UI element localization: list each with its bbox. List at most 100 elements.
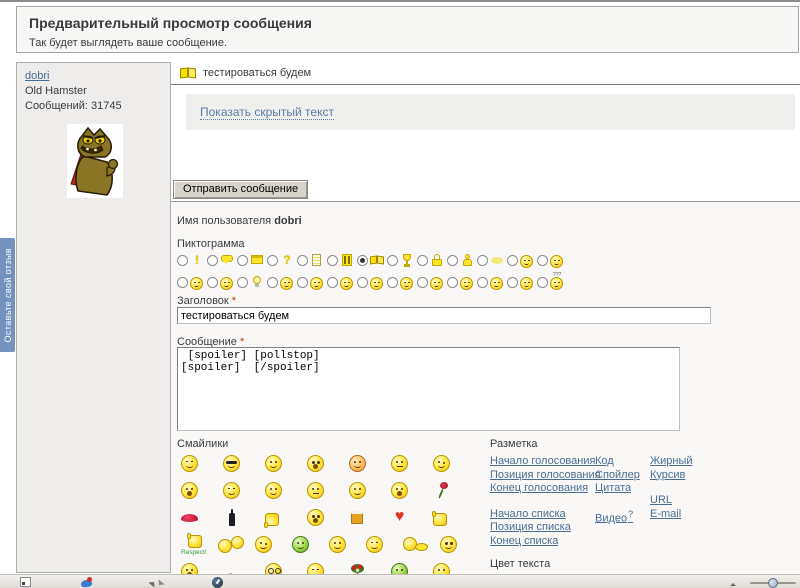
message-textarea[interactable]: [spoiler] [pollstop] [spoiler] [/spoiler… xyxy=(177,347,680,431)
tongue-smiley[interactable] xyxy=(391,482,408,499)
radio-button[interactable] xyxy=(267,276,278,288)
giggle-smiley[interactable] xyxy=(349,482,366,499)
radio-button[interactable] xyxy=(477,254,488,266)
pictogram-option[interactable] xyxy=(507,254,537,268)
radio-button[interactable] xyxy=(357,254,368,266)
radio-button[interactable] xyxy=(387,254,398,266)
neutral-smiley[interactable] xyxy=(391,455,408,472)
radio-button[interactable] xyxy=(297,276,308,288)
pictogram-option[interactable] xyxy=(327,253,357,267)
radio-button[interactable] xyxy=(237,254,248,266)
zoom-expand-icon[interactable] xyxy=(730,580,736,586)
think-smiley[interactable] xyxy=(307,482,324,499)
sleepy-smiley[interactable] xyxy=(366,536,383,553)
thumb-down-smiley[interactable] xyxy=(265,513,279,526)
respect-smiley[interactable]: Respect! xyxy=(181,533,207,556)
pictogram-option[interactable] xyxy=(447,253,477,267)
pictogram-option[interactable] xyxy=(357,276,387,290)
markup-link-видео[interactable]: Видео? xyxy=(595,508,634,525)
markup-link-позиция-списка[interactable]: Позиция списка xyxy=(490,521,571,533)
crawl-smiley[interactable] xyxy=(403,536,430,553)
markup-link-e-mail[interactable]: E-mail xyxy=(650,507,682,520)
radio-button[interactable] xyxy=(417,254,428,266)
pictogram-option[interactable]: ! xyxy=(177,253,207,267)
radio-button[interactable] xyxy=(507,276,518,288)
show-hidden-text-link[interactable]: Показать скрытый текст xyxy=(200,104,334,120)
beer-smiley[interactable] xyxy=(349,509,366,526)
pictogram-option[interactable] xyxy=(207,253,237,267)
rose-smiley[interactable] xyxy=(433,482,450,499)
pictogram-option[interactable] xyxy=(297,253,327,267)
pictogram-option[interactable]: ??? xyxy=(537,272,567,290)
pictogram-option[interactable] xyxy=(507,276,537,290)
pictogram-option[interactable] xyxy=(387,276,417,290)
radio-button[interactable] xyxy=(357,276,368,288)
radio-button[interactable] xyxy=(537,276,548,288)
markup-link-url[interactable]: URL xyxy=(650,494,673,506)
pictogram-option[interactable] xyxy=(417,253,447,267)
pictogram-option[interactable] xyxy=(417,276,447,290)
radio-button[interactable] xyxy=(177,276,188,288)
radio-button[interactable] xyxy=(327,276,338,288)
markup-link-курсив[interactable]: Курсив xyxy=(650,468,686,481)
markup-link-начало-списка[interactable]: Начало списка xyxy=(490,507,566,520)
share-icon[interactable] xyxy=(149,577,162,588)
pictogram-option[interactable] xyxy=(267,276,297,290)
markup-link-цитата[interactable]: Цитата xyxy=(595,482,632,494)
heart-smiley[interactable]: ♥ xyxy=(394,508,405,525)
radio-button[interactable] xyxy=(447,276,458,288)
blush-smiley[interactable] xyxy=(349,455,366,472)
markup-link-начало-голосования[interactable]: Начало голосования xyxy=(490,455,596,467)
pictogram-option[interactable]: ? xyxy=(267,253,297,267)
feedback-side-tab[interactable]: Оставьте свой отзыв xyxy=(0,238,15,352)
rolleyes-smiley[interactable] xyxy=(440,536,457,553)
radio-button[interactable] xyxy=(207,254,218,266)
pictogram-option[interactable] xyxy=(237,253,267,267)
markup-link-конец-голосования[interactable]: Конец голосования xyxy=(490,482,589,494)
pictogram-option[interactable] xyxy=(537,254,567,268)
radio-button[interactable] xyxy=(447,254,458,266)
submit-message-button[interactable]: Отправить сообщение xyxy=(173,180,309,199)
pictogram-option[interactable] xyxy=(357,253,387,267)
radio-button[interactable] xyxy=(507,254,518,266)
radio-button[interactable] xyxy=(417,276,428,288)
halo-smiley[interactable] xyxy=(265,455,282,472)
radio-button[interactable] xyxy=(237,276,248,288)
username-link[interactable]: dobri xyxy=(25,70,50,82)
sly-smiley[interactable] xyxy=(223,482,240,499)
turbo-icon[interactable] xyxy=(212,576,225,588)
hug-smiley[interactable] xyxy=(218,536,247,553)
pictogram-option[interactable] xyxy=(207,276,237,290)
clown-smiley[interactable] xyxy=(292,536,309,553)
radio-button[interactable] xyxy=(297,254,308,266)
video-help-link[interactable]: ? xyxy=(628,508,634,519)
pictogram-option[interactable] xyxy=(177,276,207,290)
markup-link-жирный[interactable]: Жирный xyxy=(650,455,693,467)
radio-button[interactable] xyxy=(207,276,218,288)
wink-smiley[interactable] xyxy=(433,455,450,472)
lips-smiley[interactable] xyxy=(181,509,198,526)
markup-link-позиция-голосования[interactable]: Позиция голосования xyxy=(490,468,601,481)
radio-button[interactable] xyxy=(387,276,398,288)
radio-button[interactable] xyxy=(537,254,548,266)
pictogram-option[interactable] xyxy=(387,253,417,267)
radio-button[interactable] xyxy=(327,254,338,266)
wink2-smiley[interactable] xyxy=(255,536,272,553)
pictogram-option[interactable] xyxy=(477,253,507,267)
pictogram-option[interactable] xyxy=(297,276,327,290)
cool-smiley[interactable] xyxy=(223,455,240,472)
markup-link-конец-списка[interactable]: Конец списка xyxy=(490,534,559,547)
zoom-slider-handle[interactable] xyxy=(768,577,778,588)
smile-smiley[interactable] xyxy=(265,482,282,499)
scared-smiley[interactable] xyxy=(181,482,198,499)
shocked-smiley[interactable] xyxy=(307,455,324,472)
pictogram-option[interactable] xyxy=(477,276,507,290)
pictogram-option[interactable] xyxy=(447,276,477,290)
markup-link-код[interactable]: Код xyxy=(595,455,614,467)
sync-icon[interactable] xyxy=(81,576,94,588)
markup-link-спойлер[interactable]: Спойлер xyxy=(595,468,640,481)
subject-input[interactable] xyxy=(177,307,711,324)
pictogram-option[interactable] xyxy=(237,275,267,289)
radio-button[interactable] xyxy=(177,254,188,266)
zoom-slider-track[interactable] xyxy=(750,577,796,588)
